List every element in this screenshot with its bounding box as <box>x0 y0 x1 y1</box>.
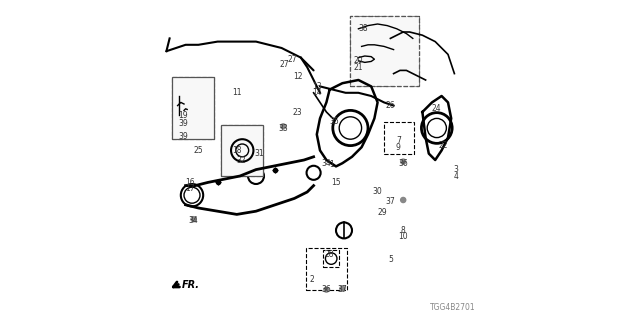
Text: 27: 27 <box>288 55 298 64</box>
Text: 4: 4 <box>454 172 458 180</box>
Text: 17: 17 <box>186 184 195 193</box>
Text: 39: 39 <box>178 132 188 140</box>
Circle shape <box>239 156 244 161</box>
Text: 22: 22 <box>438 141 448 150</box>
Bar <box>384 122 415 154</box>
Text: 7: 7 <box>396 136 401 145</box>
Text: 25: 25 <box>193 146 204 155</box>
Text: 1: 1 <box>329 160 333 169</box>
Text: 24: 24 <box>432 104 442 113</box>
Text: 31: 31 <box>254 149 264 158</box>
Bar <box>306 248 347 290</box>
Circle shape <box>280 124 285 129</box>
Text: 27: 27 <box>280 60 290 68</box>
Text: 18: 18 <box>232 146 241 155</box>
Text: 13: 13 <box>312 82 322 91</box>
Bar <box>351 16 419 86</box>
Text: 33: 33 <box>278 124 288 132</box>
Text: 11: 11 <box>232 88 241 97</box>
Text: 29: 29 <box>378 208 387 217</box>
Text: 34: 34 <box>189 216 198 225</box>
Bar <box>172 77 214 139</box>
Text: 34: 34 <box>321 159 332 168</box>
Text: 23: 23 <box>292 108 303 116</box>
Bar <box>351 16 419 86</box>
Text: 9: 9 <box>396 143 401 152</box>
Text: 39: 39 <box>178 119 188 128</box>
Text: TGG4B2701: TGG4B2701 <box>429 303 475 312</box>
Text: 36: 36 <box>321 285 332 294</box>
Text: 15: 15 <box>331 178 341 187</box>
Circle shape <box>257 149 262 155</box>
Text: 38: 38 <box>358 24 368 33</box>
Text: 5: 5 <box>388 255 393 264</box>
Text: 2: 2 <box>310 276 314 284</box>
Text: 21: 21 <box>354 63 363 72</box>
Text: FR.: FR. <box>182 280 200 291</box>
Text: 37: 37 <box>337 285 348 294</box>
Text: 12: 12 <box>293 72 302 81</box>
Bar <box>172 77 214 139</box>
Bar <box>221 125 263 176</box>
Text: 20: 20 <box>353 56 364 65</box>
Text: 8: 8 <box>401 226 406 235</box>
Text: 36: 36 <box>398 159 408 168</box>
Text: 14: 14 <box>312 88 322 97</box>
Circle shape <box>191 217 196 222</box>
Text: 16: 16 <box>186 178 195 187</box>
Text: 26: 26 <box>385 101 396 110</box>
Text: 30: 30 <box>372 188 383 196</box>
Text: 37: 37 <box>385 197 396 206</box>
Circle shape <box>324 287 329 292</box>
Text: 35: 35 <box>330 117 339 126</box>
Text: 19: 19 <box>178 111 188 120</box>
Bar <box>323 250 339 267</box>
Text: 3: 3 <box>454 165 458 174</box>
Text: 32: 32 <box>237 156 246 164</box>
Text: 10: 10 <box>398 232 408 241</box>
Circle shape <box>401 159 406 164</box>
Circle shape <box>401 197 406 203</box>
Bar <box>221 125 263 176</box>
Text: 28: 28 <box>325 250 334 259</box>
Circle shape <box>340 286 345 291</box>
